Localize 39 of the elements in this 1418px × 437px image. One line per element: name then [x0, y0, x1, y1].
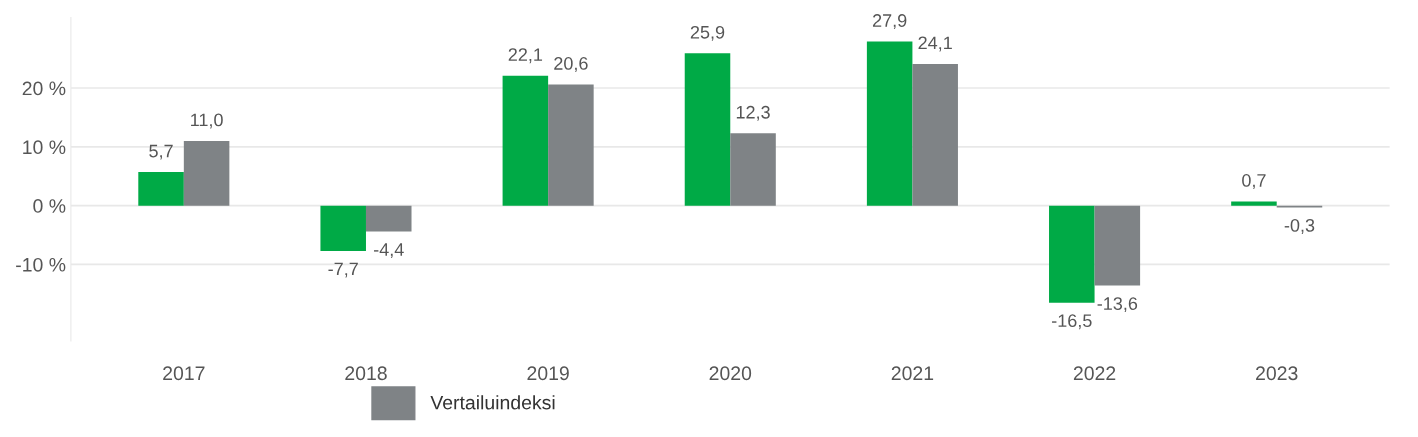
x-tick-label: 2021 [891, 366, 934, 381]
bar [320, 205, 366, 251]
bar [684, 53, 731, 206]
bar [1231, 201, 1277, 206]
x-tick-label: 2017 [163, 366, 205, 381]
bar [866, 41, 913, 206]
bar [502, 75, 549, 206]
y-tick-label: 20 % [22, 81, 66, 96]
data-label: 27,9 [872, 14, 907, 30]
data-label: -7,7 [328, 262, 358, 278]
x-tick-label: 2022 [1073, 366, 1116, 381]
data-label: 20,6 [554, 57, 588, 72]
y-tick-label: 0 % [33, 199, 66, 213]
bar [138, 172, 184, 206]
x-tick-label: 2023 [1256, 366, 1298, 381]
data-label: -4,4 [373, 243, 404, 259]
data-label: 11,0 [191, 113, 223, 129]
data-label: 22,1 [508, 48, 543, 64]
bar [1049, 205, 1095, 303]
data-label: 24,1 [918, 36, 952, 52]
bar [365, 205, 412, 232]
bar [548, 84, 594, 206]
bar [730, 133, 776, 206]
y-tick-label: -10 % [16, 257, 66, 272]
data-label: -0,3 [1284, 218, 1315, 234]
x-tick-label: 2018 [345, 366, 387, 381]
data-label: 0,7 [1242, 174, 1266, 189]
y-tick-label: 10 % [23, 140, 66, 155]
data-label: 12,3 [736, 105, 770, 121]
legend-label: Vertailuindeksi [430, 395, 555, 410]
bar [912, 63, 958, 206]
data-label: -13,6 [1097, 297, 1138, 313]
data-label: 25,9 [690, 25, 725, 41]
x-tick-label: 2019 [527, 366, 569, 381]
data-label: 5,7 [149, 144, 173, 160]
x-tick-label: 2020 [709, 366, 752, 381]
bar [183, 140, 230, 206]
data-label: -16,5 [1052, 314, 1092, 330]
bar [1094, 205, 1141, 286]
